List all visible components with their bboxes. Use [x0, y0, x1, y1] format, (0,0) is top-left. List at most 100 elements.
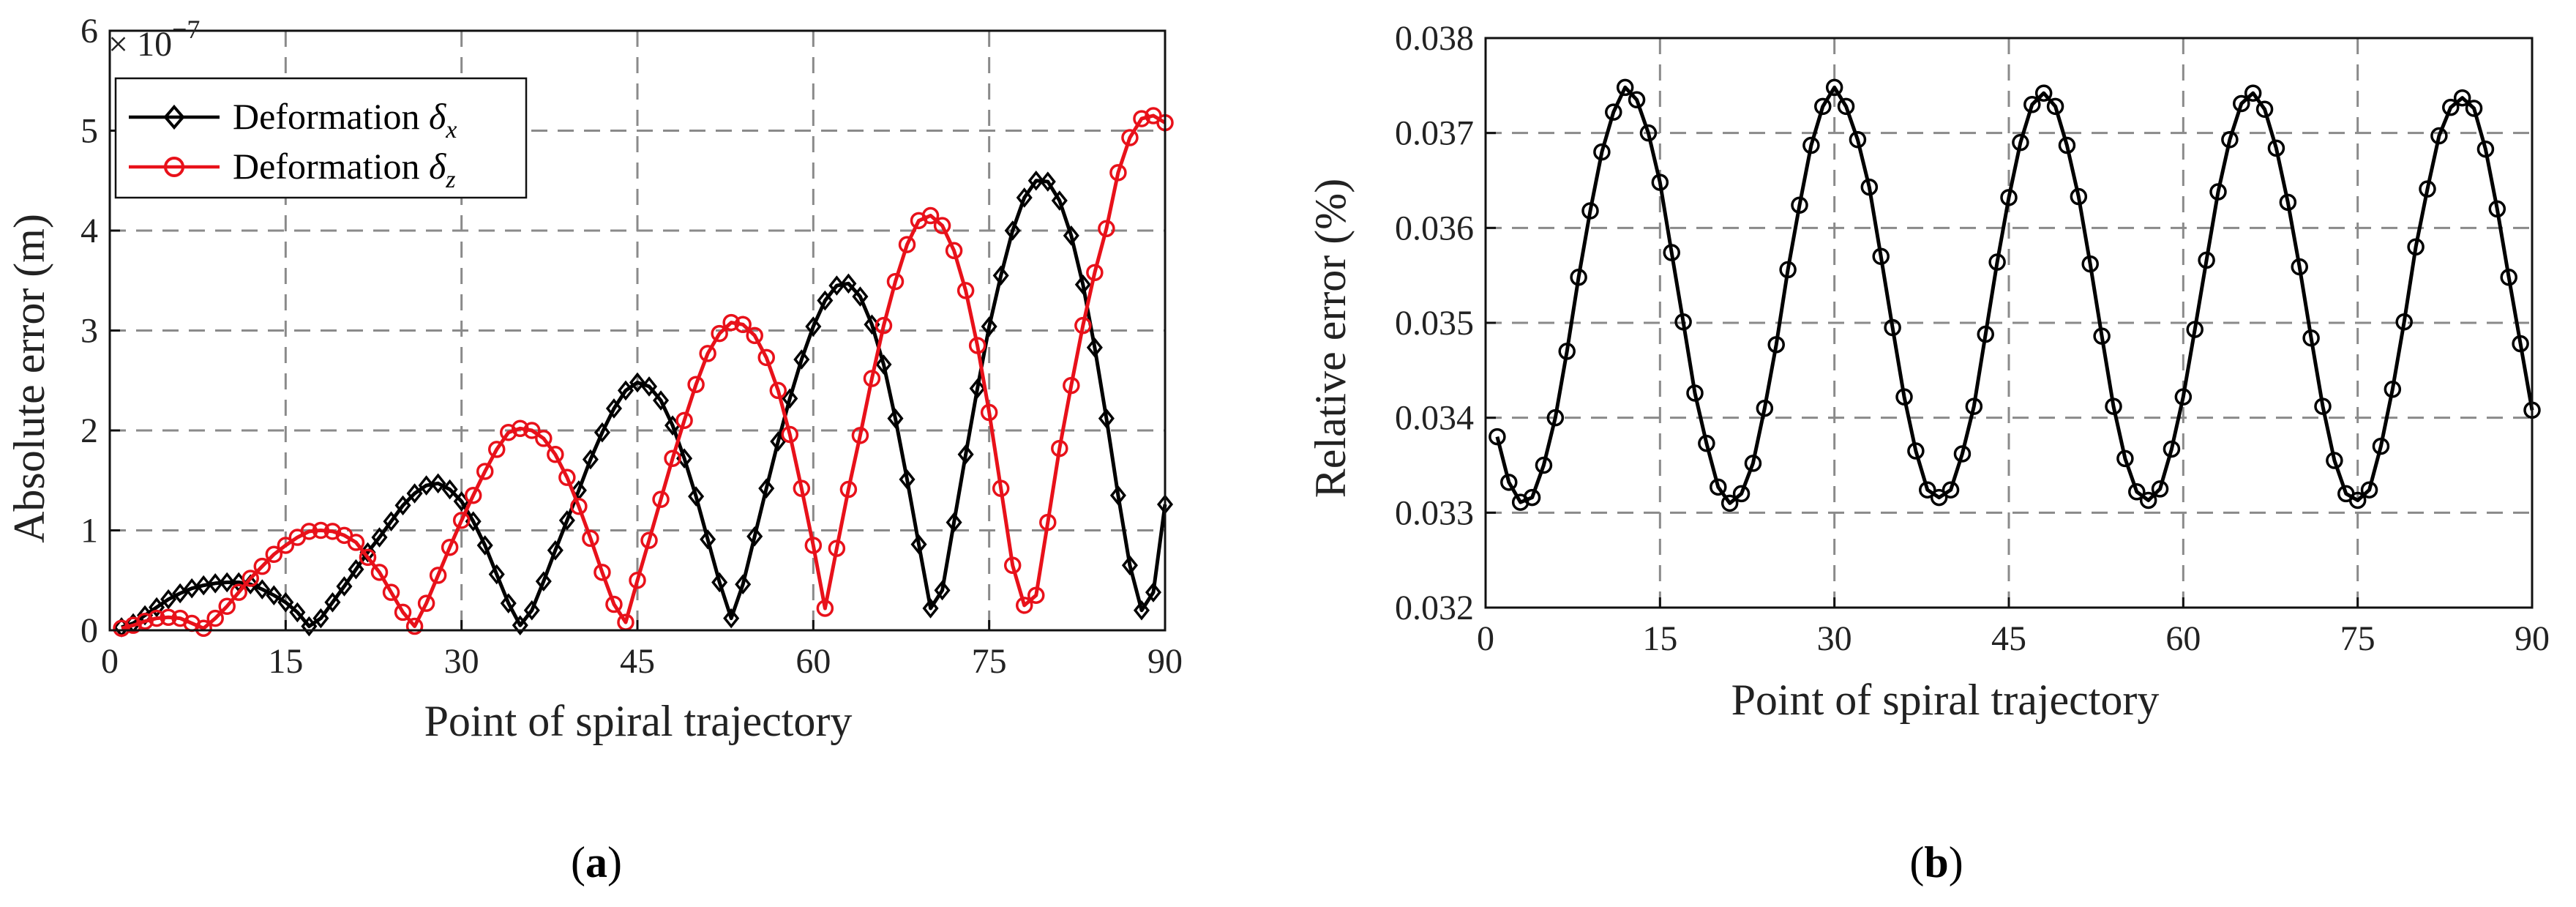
data-point-circle: [652, 490, 670, 508]
data-point-circle: [1581, 202, 1599, 220]
data-point-circle: [1895, 388, 1913, 406]
data-point-circle: [347, 534, 365, 551]
data-point-circle: [2302, 329, 2320, 347]
data-point-diamond: [852, 286, 869, 307]
data-point-diamond: [277, 591, 294, 613]
data-point-circle: [359, 548, 377, 567]
data-point-circle: [2023, 96, 2041, 113]
data-point-circle: [1027, 586, 1045, 604]
x-tick-label: 15: [1642, 619, 1677, 658]
data-point-circle: [1489, 428, 1506, 446]
data-point-circle: [1546, 408, 1565, 427]
data-point-circle: [2267, 139, 2285, 157]
data-point-circle: [1639, 124, 1658, 142]
data-point-diamond: [746, 526, 763, 547]
data-point-circle: [828, 540, 846, 557]
data-point-diamond: [1074, 274, 1091, 295]
data-point-circle: [1121, 129, 1139, 146]
data-point-circle: [1039, 513, 1057, 531]
data-point-circle: [1710, 478, 1727, 496]
data-point-circle: [547, 446, 564, 463]
data-point-diamond: [805, 316, 822, 337]
y-axis-label-b: Relative error (%): [1306, 179, 1355, 498]
data-point-diamond: [1109, 485, 1126, 506]
data-point-circle: [2046, 97, 2064, 116]
data-point-circle: [2419, 180, 2436, 198]
data-point-circle: [2384, 381, 2402, 398]
data-point-circle: [699, 345, 716, 362]
data-point-diamond: [1016, 187, 1033, 208]
data-point-circle: [1086, 264, 1104, 282]
data-point-circle: [2500, 269, 2517, 286]
data-point-diamond: [605, 398, 622, 419]
data-point-diamond: [582, 449, 599, 470]
data-point-diamond: [406, 483, 423, 504]
data-point-circle: [558, 469, 576, 486]
legend-label-dx: Deformation δx: [233, 96, 457, 143]
data-point-circle: [711, 324, 728, 343]
data-point-diamond: [500, 593, 517, 613]
data-point-circle: [452, 512, 471, 529]
x-tick-label: 75: [2340, 619, 2375, 658]
data-point-circle: [1884, 318, 1901, 337]
data-point-circle: [1860, 178, 1879, 196]
data-point-circle: [1930, 488, 1948, 507]
data-point-circle: [195, 619, 212, 638]
data-point-diamond: [640, 376, 658, 397]
data-point-circle: [933, 217, 951, 234]
data-point-diamond: [207, 573, 224, 594]
data-point-circle: [687, 376, 705, 393]
data-point-circle: [535, 430, 553, 447]
data-point-circle: [148, 609, 165, 627]
data-point-circle: [394, 603, 412, 622]
data-point-circle: [206, 609, 224, 627]
data-point-circle: [2081, 255, 2099, 273]
data-point-circle: [582, 529, 599, 548]
data-point-diamond: [887, 408, 904, 429]
y-tick-label: 0.036: [1395, 209, 1474, 247]
y-tick-label: 0.032: [1395, 589, 1474, 627]
data-point-circle: [2430, 127, 2448, 145]
data-point-diamond: [1145, 582, 1162, 602]
data-point-circle: [1965, 397, 1983, 415]
data-point-circle: [405, 617, 424, 635]
data-point-diamond: [383, 511, 400, 532]
y-tick-label: 0.038: [1395, 19, 1474, 58]
data-point-circle: [2442, 98, 2460, 116]
data-point-circle: [1791, 196, 1808, 214]
data-point-circle: [1074, 316, 1092, 335]
data-point-circle: [816, 600, 834, 617]
data-point-diamond: [817, 290, 834, 311]
data-point-circle: [2314, 397, 2332, 415]
data-point-diamond: [1039, 171, 1056, 192]
data-point-diamond: [910, 534, 927, 555]
data-point-diamond: [394, 495, 411, 516]
data-point-diamond: [430, 473, 446, 494]
data-point-diamond: [981, 316, 997, 337]
data-point-circle: [2221, 130, 2239, 149]
data-point-diamond: [793, 349, 810, 370]
data-point-circle: [1593, 143, 1611, 161]
data-point-diamond: [594, 422, 610, 443]
x-tick-label: 90: [1147, 642, 1183, 681]
data-point-circle: [277, 537, 295, 554]
data-point-diamond: [1051, 190, 1068, 211]
data-point-circle: [2209, 183, 2227, 201]
data-point-circle: [2291, 258, 2308, 276]
data-point-circle: [781, 425, 799, 444]
data-point-circle: [2453, 89, 2471, 107]
data-point-circle: [2326, 452, 2343, 469]
x-axis-label-a: Point of spiral trajectory: [424, 697, 853, 745]
data-point-circle: [968, 337, 986, 354]
data-point-diamond: [312, 608, 329, 629]
data-point-diamond: [1098, 408, 1115, 429]
data-point-circle: [1003, 556, 1022, 575]
data-point-circle: [1663, 244, 1680, 261]
y-tick-label: 1: [80, 512, 98, 550]
data-point-circle: [2395, 313, 2413, 331]
data-point-circle: [2012, 133, 2029, 152]
data-point-circle: [640, 531, 658, 549]
data-point-circle: [886, 272, 905, 291]
data-point-circle: [1756, 399, 1774, 417]
